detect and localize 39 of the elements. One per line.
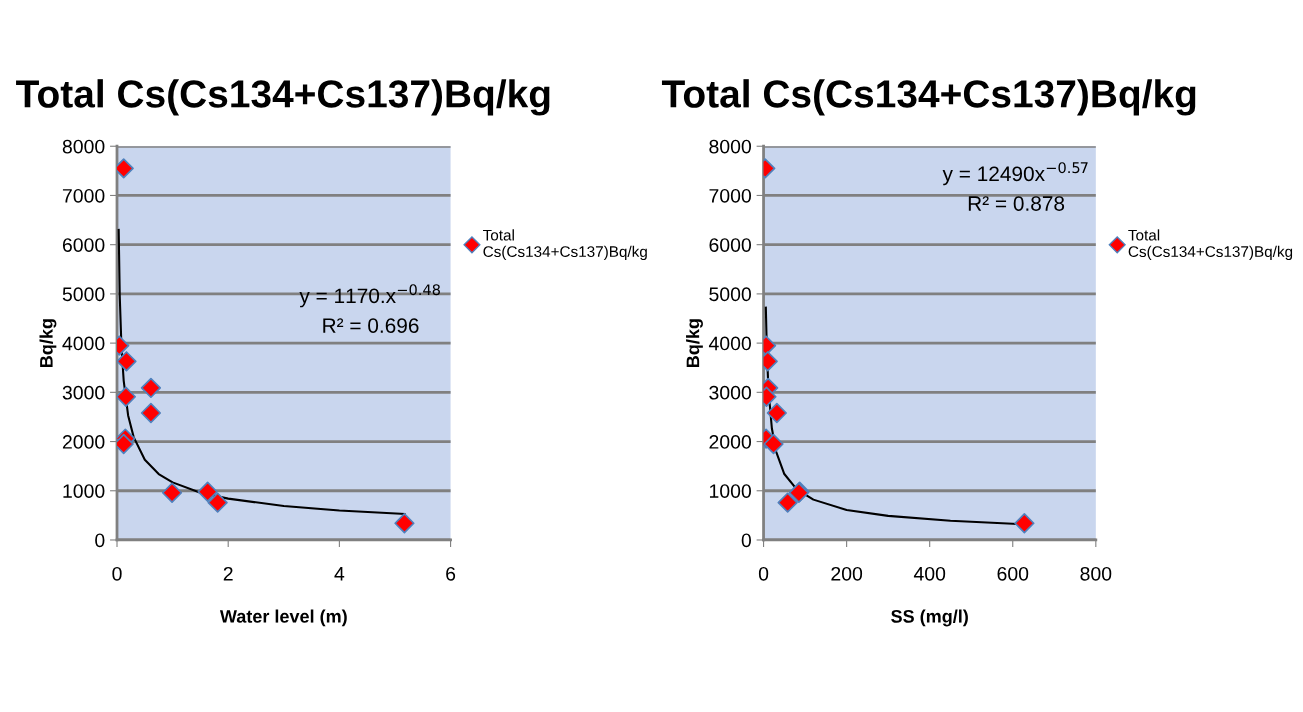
y-axis-title: Bq/kg [686, 319, 703, 367]
y-tick-label: 7000 [62, 188, 105, 203]
chart-title: Total Cs(Cs134+Cs137)Bq/kg [661, 79, 1196, 116]
y-tick-label: 2000 [62, 435, 105, 449]
y-tick-label: 5000 [62, 287, 105, 302]
annotation: R² = 0.696 [323, 318, 419, 333]
legend-label: Total Cs(Cs134+Cs137)Bq/kg [483, 229, 647, 261]
x-tick-label: 0 [758, 566, 769, 581]
x-tick-label: 200 [831, 566, 863, 581]
y-tick-label: 2000 [709, 435, 751, 449]
y-tick-label: 7000 [709, 188, 751, 203]
x-tick-label: 4 [334, 567, 345, 581]
x-axis-title: SS (mg/l) [891, 609, 968, 627]
chart-title: Total Cs(Cs134+Cs137)Bq/kg [16, 79, 550, 116]
y-tick-label: 4000 [708, 336, 751, 351]
x-tick-label: 0 [112, 566, 122, 581]
legend-label: Total Cs(Cs134+Cs137)Bq/kg [1128, 229, 1293, 261]
y-tick-label: 1000 [709, 484, 751, 498]
x-tick-label: 800 [1080, 566, 1112, 581]
y-tick-label: 3000 [709, 385, 751, 400]
y-tick-label: 0 [741, 533, 751, 548]
y-tick-label: 4000 [62, 336, 105, 351]
annotation: R² = 0.878 [968, 196, 1065, 211]
annotation: y = 1170.x$^{−0.48}$ [299, 284, 440, 308]
y-axis-title: Bq/kg [39, 319, 57, 367]
x-axis-title: Water level (m) [219, 609, 347, 627]
annotation: y = 12490x$^{−0.57}$ [942, 162, 1088, 186]
y-tick-label: 3000 [62, 385, 105, 400]
y-tick-label: 6000 [709, 238, 751, 252]
y-tick-label: 5000 [709, 287, 751, 302]
x-tick-label: 600 [997, 566, 1029, 581]
y-tick-label: 6000 [62, 238, 105, 252]
y-tick-label: 8000 [62, 139, 105, 154]
x-tick-label: 400 [913, 566, 946, 581]
y-tick-label: 8000 [709, 139, 751, 154]
y-tick-label: 0 [95, 533, 105, 548]
y-tick-label: 1000 [63, 484, 105, 498]
x-tick-label: 6 [446, 566, 456, 581]
x-tick-label: 2 [223, 566, 233, 581]
